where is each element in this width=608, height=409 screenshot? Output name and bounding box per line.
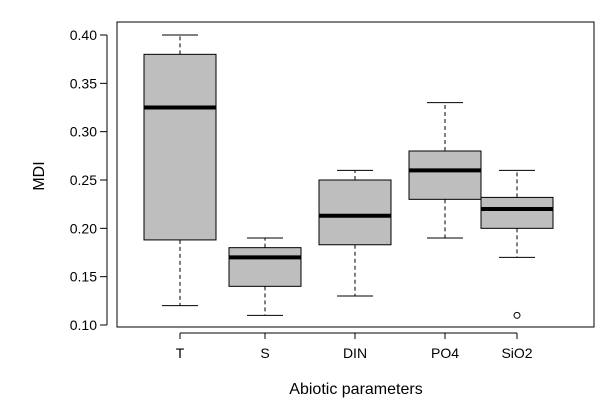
y-tick-label: 0.10 xyxy=(70,317,97,333)
y-axis-title: MDI xyxy=(31,161,48,190)
y-axis: 0.10 0.15 0.20 0.25 0.30 0.35 0.40 xyxy=(70,27,108,333)
iqr-box xyxy=(228,247,302,287)
x-tick-label: DIN xyxy=(343,345,367,361)
iqr-box xyxy=(143,53,217,241)
y-tick-label: 0.35 xyxy=(70,75,97,91)
x-axis: T S DIN PO4 SiO2 xyxy=(176,332,533,361)
x-tick-label: T xyxy=(176,345,185,361)
y-tick-label: 0.15 xyxy=(70,269,97,285)
box-sio2 xyxy=(480,169,554,319)
box-po4 xyxy=(408,102,482,239)
x-tick-label: PO4 xyxy=(431,345,459,361)
iqr-box xyxy=(480,196,554,229)
x-tick-label: S xyxy=(260,345,269,361)
y-tick-label: 0.20 xyxy=(70,220,97,236)
y-tick-label: 0.30 xyxy=(70,124,97,140)
box-t xyxy=(143,34,217,307)
iqr-box xyxy=(318,179,392,246)
box-s xyxy=(228,237,302,316)
y-tick-label: 0.25 xyxy=(70,172,97,188)
boxes xyxy=(143,34,554,319)
y-tick-label: 0.40 xyxy=(70,27,97,43)
plot-frame xyxy=(116,21,595,328)
x-axis-title: Abiotic parameters xyxy=(289,381,422,398)
outlier-point xyxy=(513,311,521,319)
iqr-box xyxy=(408,150,482,200)
box-din xyxy=(318,169,392,297)
x-tick-label: SiO2 xyxy=(501,345,532,361)
